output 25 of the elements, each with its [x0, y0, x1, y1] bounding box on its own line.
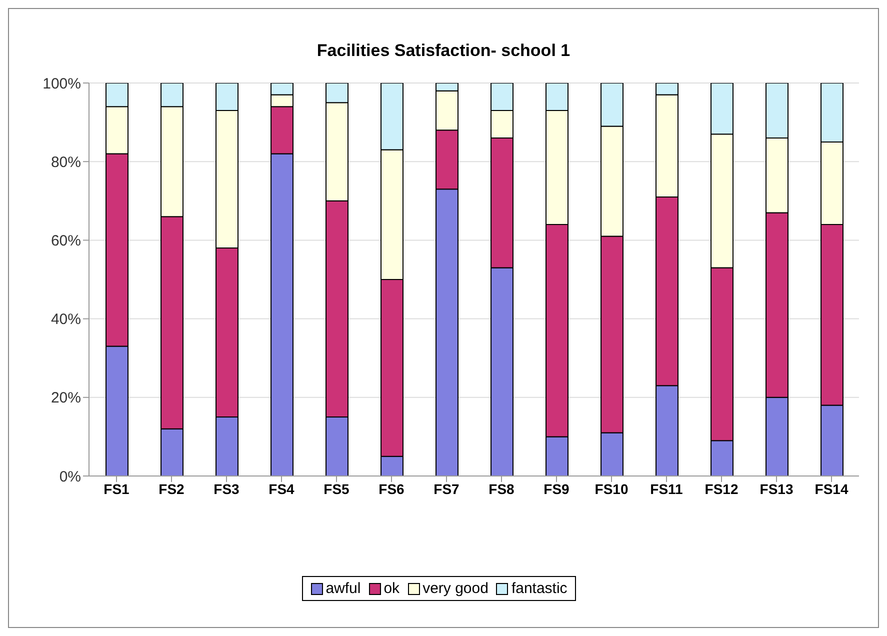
- legend-label: fantastic: [510, 580, 568, 597]
- chart-title: Facilities Satisfaction- school 1: [316, 40, 572, 62]
- x-tick-label: FS12: [704, 480, 738, 497]
- legend-label: very good: [422, 580, 488, 597]
- x-tick-label: FS4: [268, 480, 295, 497]
- y-tick-label: 100%: [42, 75, 81, 92]
- x-tick-label: FS13: [760, 480, 794, 497]
- x-tick-label: FS5: [324, 480, 350, 497]
- y-tick-label: 0%: [59, 468, 81, 486]
- legend-label: awful: [324, 580, 361, 597]
- x-tick-label: FS9: [544, 480, 570, 497]
- x-tick-label: FS11: [650, 480, 684, 497]
- x-tick-label: FS3: [214, 480, 240, 497]
- y-tick-label: 40%: [50, 311, 81, 328]
- y-tick-label: 60%: [50, 232, 81, 250]
- legend-label: ok: [382, 580, 400, 597]
- x-tick-label: FS1: [104, 480, 130, 497]
- x-tick-label: FS14: [814, 480, 848, 497]
- x-tick-label: FS7: [434, 480, 460, 497]
- x-tick-label: FS8: [488, 480, 515, 497]
- y-tick-label: 80%: [50, 154, 81, 171]
- y-tick-label: 20%: [50, 390, 81, 407]
- x-tick-label: FS10: [594, 480, 628, 497]
- x-tick-label: FS6: [378, 480, 405, 497]
- x-tick-label: FS2: [158, 480, 185, 497]
